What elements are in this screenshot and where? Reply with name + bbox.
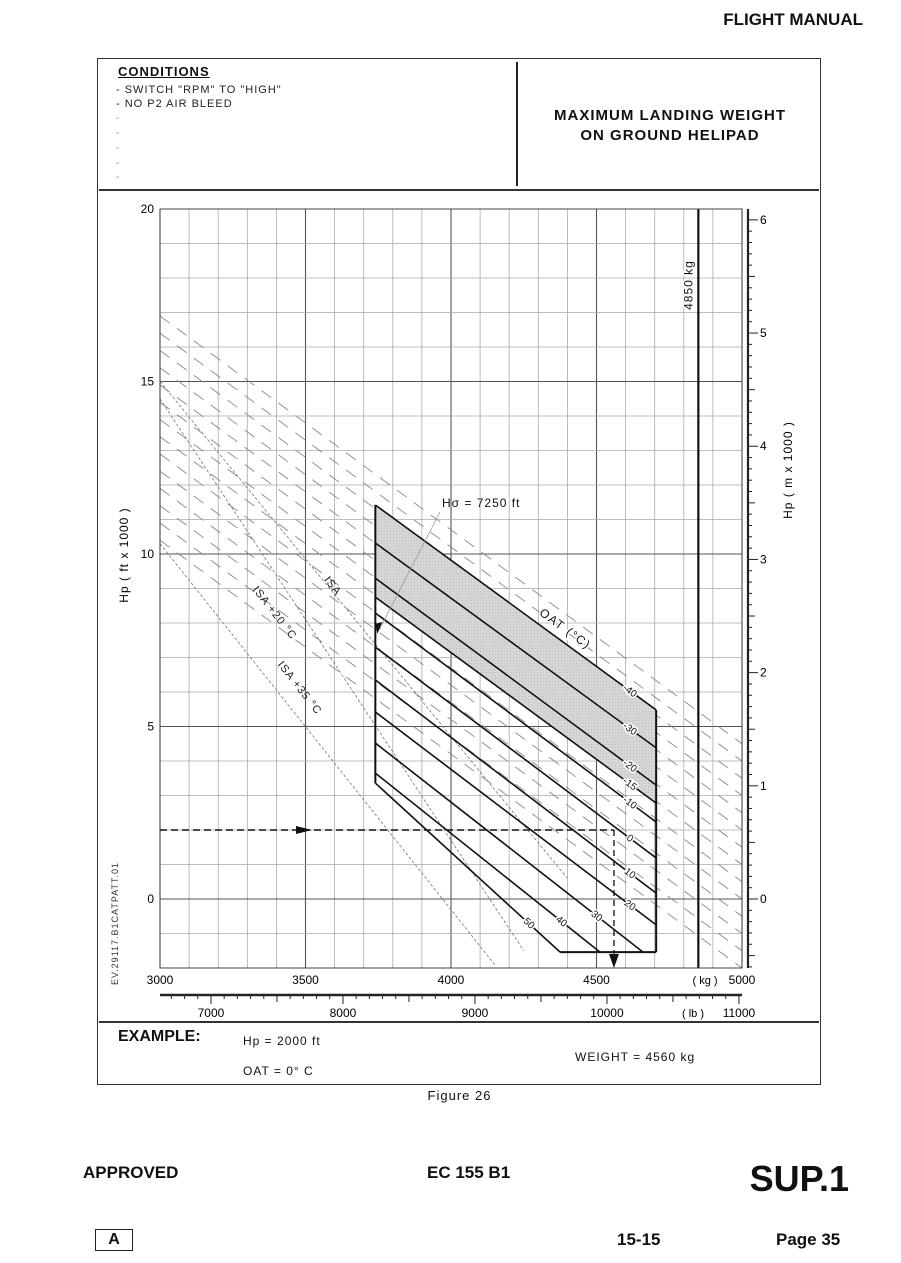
y-tick-right: 2	[760, 666, 767, 680]
arrow-down-icon	[608, 954, 619, 968]
x-tick-lb: 9000	[462, 1006, 489, 1020]
header-divider	[516, 62, 518, 186]
y-tick-left: 10	[141, 547, 155, 561]
max-weight-label: 4850 kg	[681, 260, 695, 310]
condition-item: - SWITCH "RPM" TO "HIGH"	[116, 84, 282, 96]
x-tick-kg: 4500	[583, 973, 610, 987]
isa-label: ISA +20 °C	[250, 584, 299, 642]
y-tick-left: 20	[141, 202, 155, 216]
footer-section: 15-15	[617, 1230, 661, 1249]
x-tick-lb: 10000	[590, 1006, 624, 1020]
plot-border	[159, 208, 743, 969]
x-tick-kg: 4000	[438, 973, 465, 987]
x-tick-lb: 8000	[330, 1006, 357, 1020]
oat-line	[374, 596, 657, 804]
oat-line	[374, 577, 657, 786]
example-weight: WEIGHT = 4560 kg	[575, 1050, 696, 1064]
y-tick-right: 4	[760, 439, 767, 453]
chart-frame	[97, 58, 821, 1085]
x-tick-kg: 5000	[729, 973, 756, 987]
footer-model: EC 155 B1	[427, 1163, 511, 1182]
condition-empty: -	[116, 172, 120, 183]
chart-title: MAXIMUM LANDING WEIGHT ON GROUND HELIPAD	[520, 106, 820, 146]
x-unit-kg: ( kg )	[692, 975, 717, 987]
density-line	[159, 470, 743, 900]
oat-line	[374, 646, 657, 859]
isa-line	[159, 381, 568, 879]
example-rule	[99, 1021, 819, 1023]
header-rule	[99, 189, 819, 191]
oat-line	[374, 612, 657, 823]
x-tick-lb: 11000	[723, 1006, 756, 1020]
footer-page: Page 35	[776, 1230, 841, 1249]
h-sigma-arrow-icon	[375, 621, 383, 634]
condition-item: - NO P2 AIR BLEED	[116, 98, 233, 110]
isa-line	[159, 398, 525, 951]
oat-line	[374, 711, 657, 926]
oat-line	[374, 504, 657, 711]
oat-line	[374, 742, 644, 953]
h-sigma-leader	[378, 511, 441, 631]
density-line	[159, 488, 743, 917]
conditions-title: CONDITIONS	[118, 64, 210, 79]
h-sigma-label: Hσ = 7250 ft	[442, 496, 520, 510]
footer-approved: APPROVED	[83, 1163, 179, 1182]
density-line	[159, 505, 743, 934]
y-tick-left: 5	[147, 720, 154, 734]
y-tick-left: 15	[141, 375, 155, 389]
manual-header: FLIGHT MANUAL	[723, 10, 863, 29]
x-tick-lb: 7000	[198, 1006, 225, 1020]
density-line	[159, 315, 743, 745]
revision-box: A	[95, 1229, 133, 1251]
condition-empty: -	[116, 158, 120, 169]
arrow-right-icon	[296, 826, 312, 834]
isa-label: ISA +35 °C	[275, 659, 324, 717]
density-line	[159, 539, 743, 969]
footer-supplement: SUP.1	[749, 1158, 849, 1199]
example-hp: Hp = 2000 ft	[243, 1034, 321, 1048]
x-tick-kg: 3500	[292, 973, 319, 987]
figure-caption: Figure 26	[427, 1088, 492, 1103]
condition-empty: -	[116, 128, 120, 139]
x-tick-kg: 3000	[147, 973, 174, 987]
y-tick-right: 6	[760, 213, 767, 227]
oat-line	[374, 542, 657, 749]
y-tick-right: 3	[760, 552, 767, 566]
x-unit-lb: ( lb )	[682, 1008, 704, 1020]
chart-title-line1: MAXIMUM LANDING WEIGHT	[554, 107, 786, 124]
example-title: EXAMPLE:	[118, 1028, 201, 1045]
condition-empty: -	[116, 113, 120, 124]
oat-line	[374, 782, 561, 953]
isa-label: ISA	[321, 574, 343, 598]
y-axis-label-left: Hp ( ft x 1000 )	[117, 507, 131, 602]
envelope	[374, 209, 700, 968]
y-axis-label-right: Hp ( m x 1000 )	[781, 421, 795, 519]
y-tick-right: 1	[760, 779, 767, 793]
example-oat: OAT = 0° C	[243, 1064, 314, 1078]
density-line	[159, 332, 743, 762]
oat-line	[374, 679, 657, 894]
y-tick-right: 5	[760, 326, 767, 340]
y-tick-left: 0	[147, 892, 154, 906]
oat-line	[374, 772, 601, 953]
chart-title-line2: ON GROUND HELIPAD	[580, 127, 760, 144]
density-line	[159, 453, 743, 883]
condition-empty: -	[116, 143, 120, 154]
y-tick-right: 0	[760, 892, 767, 906]
shaded-region	[375, 505, 657, 804]
axes: 3000 3500 4000 4500 5000( kg )7000 8000 9000 10…	[117, 202, 795, 1020]
